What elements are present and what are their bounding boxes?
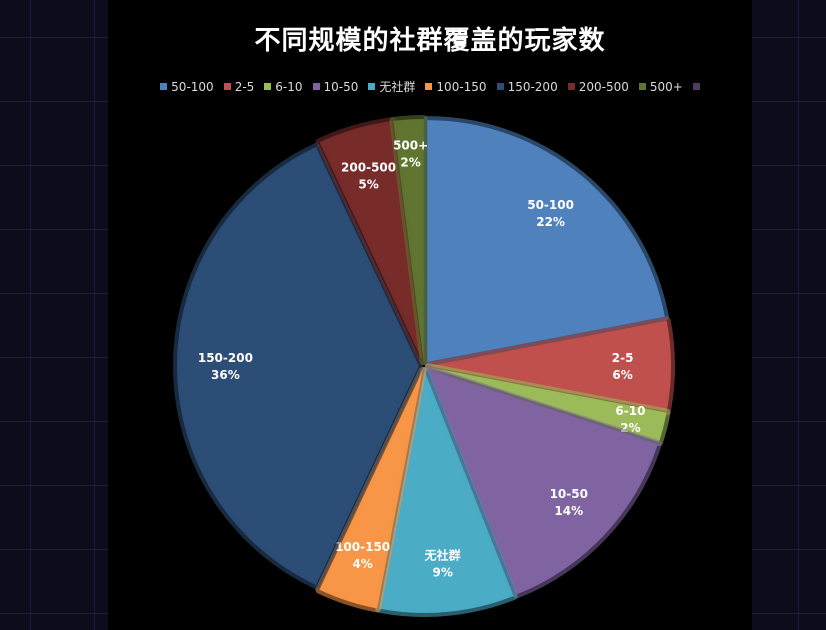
slice-category-label: 6-10: [615, 404, 645, 418]
legend-swatch: [638, 83, 646, 90]
legend-item: 100-150: [425, 79, 487, 94]
chart-panel: 不同规模的社群覆盖的玩家数 50-100 2-5 6-10 10-50 无社群 100-1…: [108, 0, 752, 630]
legend-label: 无社群: [379, 80, 416, 94]
legend-label: 500+: [649, 79, 683, 94]
legend-label: 150-200: [507, 79, 558, 94]
slice-category-label: 50-100: [527, 198, 574, 212]
legend-swatch: [425, 83, 433, 90]
slice-percent-label: 4%: [352, 557, 372, 571]
slice-category-label: 10-50: [550, 487, 588, 501]
slice-percent-label: 6%: [612, 368, 632, 382]
slice-percent-label: 14%: [554, 504, 583, 518]
pie-slice: [423, 365, 662, 599]
pie-slice: [315, 366, 427, 613]
slice-percent-label: 5%: [358, 177, 378, 191]
slice-percent-label: 2%: [400, 155, 420, 169]
chart-legend: 50-100 2-5 6-10 10-50 无社群 100-150 150-200 200-5…: [108, 78, 752, 95]
slice-category-label: 150-200: [198, 351, 253, 365]
legend-swatch: [264, 83, 272, 90]
legend-label: 2-5: [234, 79, 255, 94]
pie-slice: [389, 115, 428, 366]
pie-chart: 50-100 22% 2-5 6% 6-10 2% 10-50 14% 无社群 9% 100-150…: [173, 115, 675, 617]
slice-category-label: 无社群: [424, 548, 461, 563]
legend-item: 10-50: [312, 79, 359, 94]
legend-item: 2-5: [223, 79, 255, 94]
slice-category-label: 2-5: [612, 351, 634, 365]
legend-item: 200-500: [567, 79, 629, 94]
slice-category-label: 100-150: [335, 540, 390, 554]
legend-swatch: [312, 83, 320, 90]
legend-label: 200-500: [578, 79, 629, 94]
slice-category-label: 500+: [393, 138, 428, 152]
legend-swatch: [567, 83, 575, 90]
pie-slice: [173, 143, 423, 589]
slice-percent-label: 9%: [433, 566, 453, 580]
slice-percent-label: 36%: [211, 368, 240, 382]
legend-swatch: [496, 83, 504, 90]
legend-swatch: [368, 83, 376, 90]
legend-item: 50-100: [160, 80, 214, 94]
legend-label: 100-150: [436, 79, 487, 94]
pie-slice: [423, 116, 669, 367]
legend-swatch: [223, 83, 231, 90]
slice-category-label: 200-500: [341, 160, 396, 174]
pie-slice: [375, 366, 518, 617]
legend-label: 10-50: [323, 79, 359, 94]
chart-title: 不同规模的社群覆盖的玩家数: [254, 26, 606, 56]
legend-item: 6-10: [264, 79, 303, 94]
legend-item: 500+: [638, 79, 683, 94]
legend-label: 50-100: [171, 79, 214, 94]
legend-label: 6-10: [275, 79, 303, 94]
legend-swatch: [160, 83, 168, 90]
legend-item: 150-200: [496, 79, 558, 94]
legend-swatch: [692, 83, 700, 90]
slice-percent-label: 22%: [536, 215, 565, 229]
legend-item: 无社群: [368, 78, 415, 95]
